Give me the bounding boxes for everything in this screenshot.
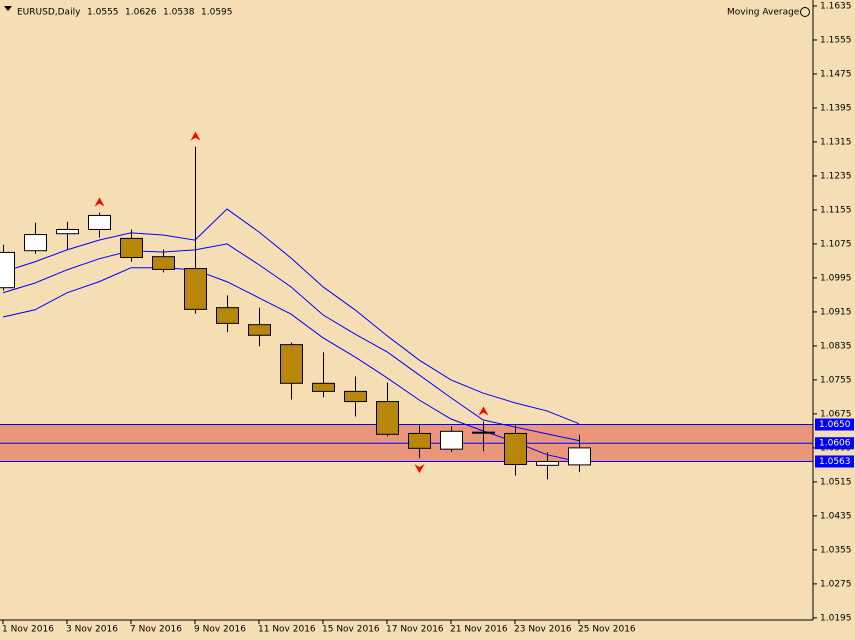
y-tick-label: 1.1235 <box>820 171 852 181</box>
level-price-label: 1.0606 <box>819 439 851 449</box>
marker-up <box>190 131 201 141</box>
candle-body <box>312 382 335 392</box>
y-tick-label: 1.0515 <box>820 477 852 487</box>
collapse-icon[interactable] <box>4 6 12 11</box>
candle-body <box>440 430 463 450</box>
indicator-label: Moving Average <box>727 8 800 18</box>
marker-down <box>414 464 425 474</box>
x-tick-label: 17 Nov 2016 <box>386 625 444 635</box>
y-tick-label: 1.1635 <box>820 1 852 11</box>
candle-body <box>152 256 175 270</box>
x-tick-label: 23 Nov 2016 <box>514 625 572 635</box>
candle-body <box>24 234 47 252</box>
y-tick-label: 1.1155 <box>820 205 852 215</box>
y-tick-label: 1.0995 <box>820 273 852 283</box>
candle-body <box>408 432 431 449</box>
candle-body <box>568 447 591 466</box>
candle-body <box>504 432 527 465</box>
header-low: 1.0538 <box>163 8 195 18</box>
x-tick-label: 21 Nov 2016 <box>450 625 508 635</box>
y-tick-label: 1.1075 <box>820 239 852 249</box>
candle-body <box>88 214 111 230</box>
level-price-label: 1.0563 <box>819 457 851 467</box>
candle-body <box>280 344 303 384</box>
candle-body <box>216 307 239 324</box>
header-open: 1.0555 <box>87 8 119 18</box>
y-tick-label: 1.0275 <box>820 579 852 589</box>
candle-body <box>344 390 367 403</box>
candle-body <box>248 324 271 336</box>
x-tick-label: 11 Nov 2016 <box>258 625 316 635</box>
y-tick-label: 1.0835 <box>820 341 852 351</box>
header-close: 1.0595 <box>201 8 233 18</box>
candle-body <box>376 401 399 435</box>
marker-up <box>94 197 105 207</box>
level-price-box <box>815 418 854 431</box>
candle-body <box>120 237 143 259</box>
x-tick-label: 1 Nov 2016 <box>2 625 54 635</box>
x-tick-label: 15 Nov 2016 <box>322 625 380 635</box>
y-tick-label: 1.0915 <box>820 307 852 317</box>
y-tick-label: 1.0195 <box>820 613 852 623</box>
y-tick-label: 1.1475 <box>820 69 852 79</box>
y-tick-label: 1.0675 <box>820 409 852 419</box>
level-price-label: 1.0650 <box>819 420 851 430</box>
candle-body <box>184 268 207 310</box>
header-high: 1.0626 <box>125 8 157 18</box>
candle-body <box>0 251 15 289</box>
indicator-icon[interactable] <box>800 7 810 17</box>
ma-line <box>2 208 580 425</box>
level-price-box <box>815 437 854 450</box>
ma-line <box>2 243 580 442</box>
x-tick-label: 9 Nov 2016 <box>194 625 246 635</box>
y-tick-label: 1.1555 <box>820 35 852 45</box>
candle-body <box>56 228 79 235</box>
symbol-label: EURUSD,Daily <box>17 8 81 18</box>
x-tick-label: 25 Nov 2016 <box>578 625 636 635</box>
level-price-box <box>815 455 854 468</box>
y-tick-label: 1.1395 <box>820 103 852 113</box>
candle-body <box>472 431 495 434</box>
y-tick-label: 1.0755 <box>820 375 852 385</box>
candle-body <box>536 460 559 466</box>
marker-up <box>478 406 489 416</box>
y-tick-label: 1.0355 <box>820 545 852 555</box>
y-tick-label: 1.1315 <box>820 137 852 147</box>
x-tick-label: 3 Nov 2016 <box>66 625 118 635</box>
y-tick-label: 1.0435 <box>820 511 852 521</box>
x-tick-label: 7 Nov 2016 <box>130 625 182 635</box>
